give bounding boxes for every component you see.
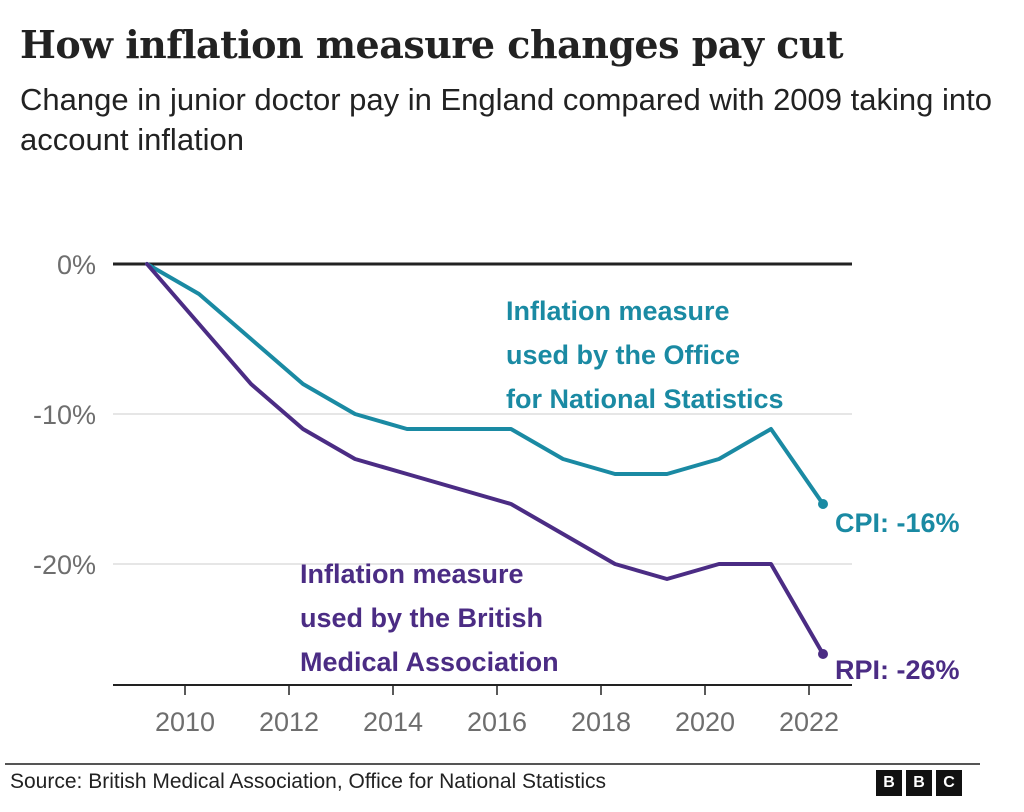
end-marker-cpi [818,499,828,509]
end-label-cpi: CPI: -16% [835,508,960,538]
y-tick-label: 0% [57,250,96,280]
x-tick-label: 2014 [363,707,423,737]
bbc-logo-letter: C [936,770,962,796]
chart-title: How inflation measure changes pay cut [20,22,844,67]
end-label-rpi: RPI: -26% [835,655,960,685]
annotation-cpi-line: Inflation measure [506,296,730,326]
footer-divider [5,763,980,765]
x-tick-label: 2022 [779,707,839,737]
annotation-rpi-line: Medical Association [300,647,559,677]
annotations: CPI: -16% Inflation measure used by the Of… [300,296,960,685]
x-tick-label: 2012 [259,707,319,737]
annotation-cpi-line: used by the Office [506,340,740,370]
x-tick-label: 2020 [675,707,735,737]
chart-subtitle: Change in junior doctor pay in England c… [20,82,992,157]
x-tick-label: 2018 [571,707,631,737]
y-tick-label: -10% [33,400,96,430]
y-tick-label: -20% [33,550,96,580]
end-marker-rpi [818,649,828,659]
bbc-logo-letter: B [906,770,932,796]
source-note: Source: British Medical Association, Off… [10,770,607,793]
annotation-rpi-line: used by the British [300,603,543,633]
x-tick-label: 2010 [155,707,215,737]
grid-lines [113,413,852,565]
axes: 0% -10% -20% 2010 2012 2014 2016 2018 2020 2022 [33,250,852,737]
series-line-cpi [145,262,825,506]
bbc-logo: B B C [876,770,962,796]
bbc-logo-letter: B [876,770,902,796]
annotation-cpi-line: for National Statistics [506,384,784,414]
x-tick-label: 2016 [467,707,527,737]
annotation-rpi-line: Inflation measure [300,559,524,589]
series-lines [145,262,828,659]
series-line-rpi [145,262,825,656]
